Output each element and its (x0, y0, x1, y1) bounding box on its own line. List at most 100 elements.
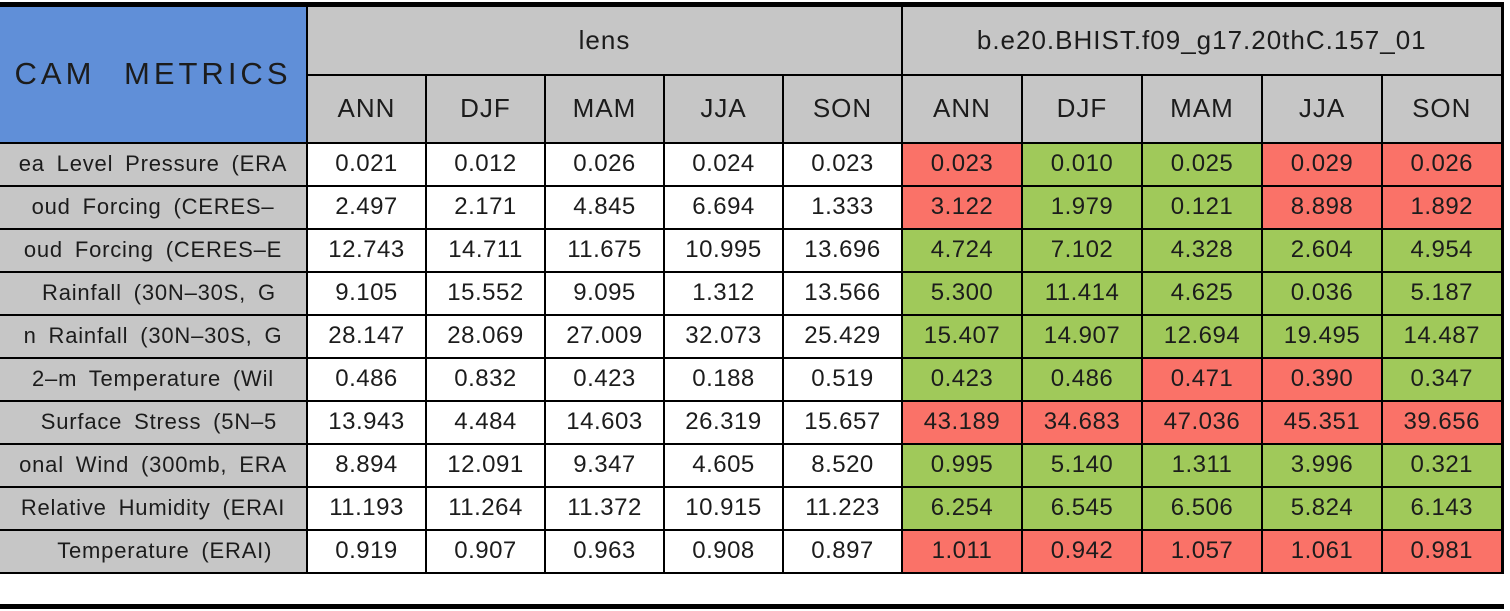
model-value-cell: 1.011 (901, 528, 1023, 574)
model-value-cell: 39.656 (1381, 399, 1503, 445)
cam-metrics-table: CAM METRICS lens b.e20.BHIST.f09_g17.20t… (0, 2, 1504, 574)
lens-value-cell: 0.026 (544, 141, 665, 187)
season-header-model-son: SON (1381, 73, 1503, 144)
season-header-lens-son: SON (782, 73, 903, 144)
model-value-cell: 0.390 (1261, 356, 1383, 402)
model-value-cell: 45.351 (1261, 399, 1383, 445)
group-header-row: CAM METRICS lens b.e20.BHIST.f09_g17.20t… (0, 3, 1503, 144)
lens-value-cell: 13.943 (306, 399, 427, 445)
lens-value-cell: 9.347 (544, 442, 665, 488)
lens-value-cell: 4.605 (663, 442, 784, 488)
lens-value-cell: 0.963 (544, 528, 665, 574)
lens-value-cell: 11.675 (544, 227, 665, 273)
metric-label-cell: onal Wind (300mb, ERA (0, 442, 308, 488)
model-value-cell: 1.061 (1261, 528, 1383, 574)
metric-label-cell: ea Level Pressure (ERA (0, 141, 308, 187)
table-row: Relative Humidity (ERAI 11.193 11.264 11… (0, 485, 1503, 531)
metrics-body: ea Level Pressure (ERA 0.021 0.012 0.026… (0, 141, 1503, 574)
group-header-model-case: b.e20.BHIST.f09_g17.20thC.157_01 (901, 3, 1503, 76)
season-header-row: ANN DJF MAM JJA SON ANN DJF MAM JJA SON (0, 73, 1503, 144)
model-value-cell: 7.102 (1021, 227, 1143, 273)
table-row: Rainfall (30N–30S, G 9.105 15.552 9.095 … (0, 270, 1503, 316)
model-value-cell: 6.143 (1381, 485, 1503, 531)
model-value-cell: 14.487 (1381, 313, 1503, 359)
model-value-cell: 14.907 (1021, 313, 1143, 359)
lens-value-cell: 0.907 (425, 528, 546, 574)
lens-value-cell: 11.223 (782, 485, 903, 531)
model-value-cell: 5.187 (1381, 270, 1503, 316)
lens-value-cell: 2.171 (425, 184, 546, 230)
season-header-model-jja: JJA (1261, 73, 1383, 144)
lens-value-cell: 9.095 (544, 270, 665, 316)
model-value-cell: 1.311 (1141, 442, 1263, 488)
model-value-cell: 0.981 (1381, 528, 1503, 574)
lens-value-cell: 11.264 (425, 485, 546, 531)
model-value-cell: 3.122 (901, 184, 1023, 230)
lens-value-cell: 14.603 (544, 399, 665, 445)
metric-label-cell: Rainfall (30N–30S, G (0, 270, 308, 316)
model-value-cell: 3.996 (1261, 442, 1383, 488)
lens-value-cell: 6.694 (663, 184, 784, 230)
season-header-lens-mam: MAM (544, 73, 665, 144)
season-header-lens-djf: DJF (425, 73, 546, 144)
table-row: Surface Stress (5N–5 13.943 4.484 14.603… (0, 399, 1503, 445)
lens-value-cell: 11.193 (306, 485, 427, 531)
lens-value-cell: 15.552 (425, 270, 546, 316)
model-value-cell: 0.321 (1381, 442, 1503, 488)
model-value-cell: 4.724 (901, 227, 1023, 273)
lens-value-cell: 12.743 (306, 227, 427, 273)
model-value-cell: 11.414 (1021, 270, 1143, 316)
lens-value-cell: 15.657 (782, 399, 903, 445)
lens-value-cell: 0.519 (782, 356, 903, 402)
lens-value-cell: 0.012 (425, 141, 546, 187)
model-value-cell: 1.979 (1021, 184, 1143, 230)
metric-label-cell: 2–m Temperature (Wil (0, 356, 308, 402)
season-header-lens-ann: ANN (306, 73, 427, 144)
model-value-cell: 0.486 (1021, 356, 1143, 402)
model-value-cell: 47.036 (1141, 399, 1263, 445)
model-value-cell: 0.423 (901, 356, 1023, 402)
model-value-cell: 0.347 (1381, 356, 1503, 402)
model-value-cell: 43.189 (901, 399, 1023, 445)
model-value-cell: 5.824 (1261, 485, 1383, 531)
table-row: oud Forcing (CERES–E 12.743 14.711 11.67… (0, 227, 1503, 273)
metric-label-cell: n Rainfall (30N–30S, G (0, 313, 308, 359)
lens-value-cell: 13.566 (782, 270, 903, 316)
metric-label-cell: Surface Stress (5N–5 (0, 399, 308, 445)
lens-value-cell: 0.023 (782, 141, 903, 187)
lens-value-cell: 0.423 (544, 356, 665, 402)
model-value-cell: 12.694 (1141, 313, 1263, 359)
metric-label-cell: Relative Humidity (ERAI (0, 485, 308, 531)
model-value-cell: 0.023 (901, 141, 1023, 187)
model-value-cell: 4.625 (1141, 270, 1263, 316)
lens-value-cell: 28.069 (425, 313, 546, 359)
model-value-cell: 0.010 (1021, 141, 1143, 187)
season-header-lens-jja: JJA (663, 73, 784, 144)
table-row: Temperature (ERAI) 0.919 0.907 0.963 0.9… (0, 528, 1503, 574)
model-value-cell: 0.025 (1141, 141, 1263, 187)
lens-value-cell: 10.995 (663, 227, 784, 273)
model-value-cell: 5.300 (901, 270, 1023, 316)
lens-value-cell: 0.486 (306, 356, 427, 402)
lens-value-cell: 4.484 (425, 399, 546, 445)
model-value-cell: 1.892 (1381, 184, 1503, 230)
season-header-model-ann: ANN (901, 73, 1023, 144)
lens-value-cell: 0.021 (306, 141, 427, 187)
model-value-cell: 1.057 (1141, 528, 1263, 574)
model-value-cell: 0.942 (1021, 528, 1143, 574)
table-row: ea Level Pressure (ERA 0.021 0.012 0.026… (0, 141, 1503, 187)
lens-value-cell: 1.312 (663, 270, 784, 316)
lens-value-cell: 32.073 (663, 313, 784, 359)
group-header-lens: lens (306, 3, 903, 76)
model-value-cell: 2.604 (1261, 227, 1383, 273)
table-row: 2–m Temperature (Wil 0.486 0.832 0.423 0… (0, 356, 1503, 402)
lens-value-cell: 14.711 (425, 227, 546, 273)
lens-value-cell: 26.319 (663, 399, 784, 445)
metric-label-cell: Temperature (ERAI) (0, 528, 308, 574)
bottom-frame-bar (0, 604, 1504, 609)
model-value-cell: 6.506 (1141, 485, 1263, 531)
model-value-cell: 0.995 (901, 442, 1023, 488)
metric-label-cell: oud Forcing (CERES–E (0, 227, 308, 273)
table-title: CAM METRICS (0, 3, 308, 144)
model-value-cell: 4.954 (1381, 227, 1503, 273)
